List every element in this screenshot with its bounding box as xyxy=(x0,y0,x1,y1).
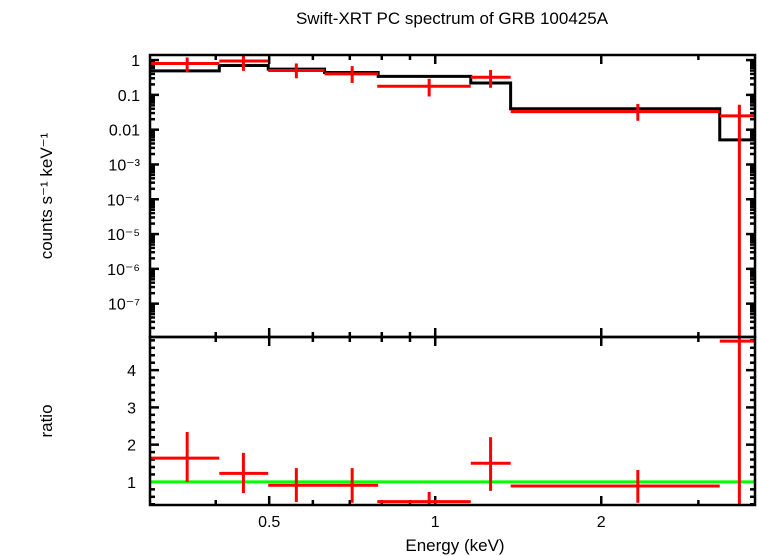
y-tick-label: 10⁻³ xyxy=(108,157,140,174)
x-tick-label: 0.5 xyxy=(258,514,280,531)
y-tick-label: 10⁻⁶ xyxy=(107,262,140,279)
chart-title: Swift-XRT PC spectrum of GRB 100425A xyxy=(296,9,609,28)
y-tick-label: 10⁻⁵ xyxy=(107,227,140,244)
y-tick-label: 4 xyxy=(127,363,136,380)
y-tick-label: 0.1 xyxy=(118,88,140,105)
y-tick-label: 10⁻⁷ xyxy=(108,297,140,314)
y-tick-label: 2 xyxy=(127,438,136,455)
y-tick-label: 0.01 xyxy=(109,123,140,140)
x-axis-label: Energy (keV) xyxy=(405,536,504,555)
spectrum-panel-frame xyxy=(148,53,757,339)
y-axis-label-spectrum: counts s⁻¹ keV⁻¹ xyxy=(37,132,56,259)
y-tick-label: 1 xyxy=(127,475,136,492)
model-step-line xyxy=(150,63,755,142)
x-tick-label: 1 xyxy=(431,514,440,531)
y-tick-label: 10⁻⁴ xyxy=(107,192,140,209)
x-tick-label: 2 xyxy=(597,514,606,531)
ratio-panel-frame xyxy=(148,335,757,507)
y-tick-label: 1 xyxy=(131,53,140,70)
y-axis-label-ratio: ratio xyxy=(37,404,56,437)
y-tick-label: 3 xyxy=(127,400,136,417)
